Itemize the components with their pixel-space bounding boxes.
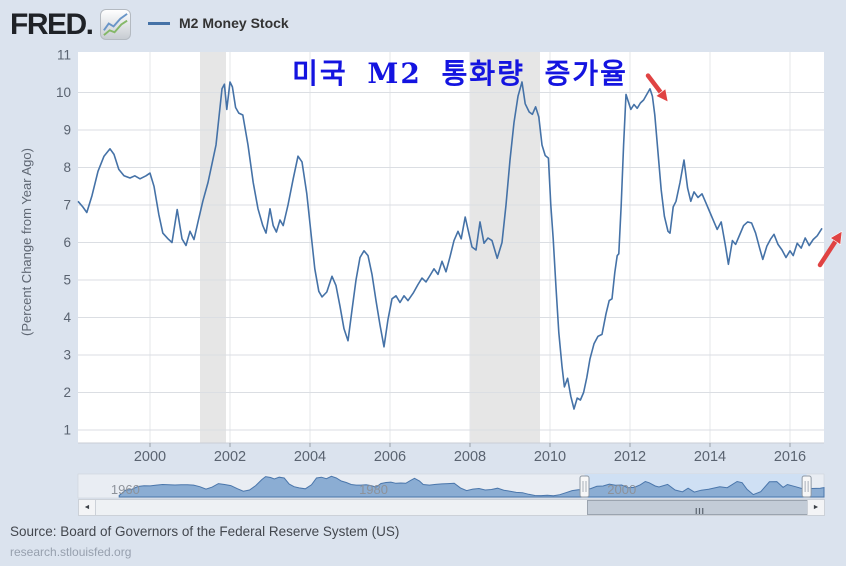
x-tick-label: 2008	[454, 449, 486, 465]
fred-logo: FRED.	[10, 8, 94, 41]
y-tick-label: 9	[63, 123, 71, 138]
fred-chart-canvas: 1 2 3 4 5 6 7 8 9 10 11 2000 2002 2004 2006 2008 2010 201…	[19, 48, 843, 499]
y-tick-label: 7	[63, 198, 71, 213]
chart-title-overlay: 미국 M2 통화량 증가율	[292, 57, 628, 90]
plot-area	[78, 52, 824, 443]
y-axis-title: (Percent Change from Year Ago)	[19, 148, 34, 336]
right-arrow-icon: ►	[812, 504, 820, 511]
overview-handle-right[interactable]	[801, 475, 812, 498]
red-arrow-icon	[829, 230, 843, 246]
overview-tick-label: 2000	[607, 482, 636, 497]
overview-area	[118, 475, 825, 498]
legend-line-swatch	[148, 21, 170, 25]
scrollbar-grip-icon: III	[695, 507, 705, 516]
recession-band	[470, 52, 540, 443]
red-arrow-shaft	[645, 73, 665, 97]
fred-logo-chart-icon	[100, 9, 131, 40]
m2-line	[77, 81, 823, 410]
x-tick-label: 2014	[694, 449, 726, 465]
x-tick-label: 2016	[774, 449, 806, 465]
overview-handle-left[interactable]	[579, 475, 590, 498]
y-tick-label: 8	[63, 160, 71, 175]
y-tick-label: 6	[63, 235, 71, 250]
y-tick-label: 10	[56, 85, 71, 100]
legend-label: M2 Money Stock	[179, 15, 289, 31]
x-tick-label: 2000	[134, 449, 166, 465]
x-tick-label: 2006	[374, 449, 406, 465]
x-tick-label: 2010	[534, 449, 566, 465]
y-tick-label: 11	[57, 48, 71, 63]
scrollbar-right-arrow-button[interactable]: ►	[807, 500, 824, 515]
scrollbar-left-arrow-button[interactable]: ◄	[79, 500, 96, 515]
red-arrow-shaft	[817, 236, 840, 268]
legend: M2 Money Stock	[148, 14, 289, 32]
x-tick-label: 2002	[214, 449, 246, 465]
y-tick-label: 4	[63, 310, 71, 325]
left-arrow-icon: ◄	[83, 504, 91, 511]
y-tick-label: 2	[63, 385, 71, 400]
x-tick-label: 2012	[614, 449, 646, 465]
overview-scrollbar[interactable]: ◄ III ►	[78, 499, 825, 516]
site-url: research.stlouisfed.org	[10, 545, 132, 559]
source-text: Source: Board of Governors of the Federa…	[10, 524, 400, 539]
y-tick-label: 5	[63, 273, 71, 288]
recession-band	[200, 52, 226, 443]
y-tick-label: 3	[63, 348, 71, 363]
y-tick-label: 1	[63, 423, 71, 438]
x-tick-label: 2004	[294, 449, 326, 465]
overview-tick-label: 1960	[111, 482, 140, 497]
red-arrow-icon	[655, 88, 669, 103]
scrollbar-thumb[interactable]: III	[587, 500, 813, 516]
overview-tick-label: 1980	[359, 482, 388, 497]
